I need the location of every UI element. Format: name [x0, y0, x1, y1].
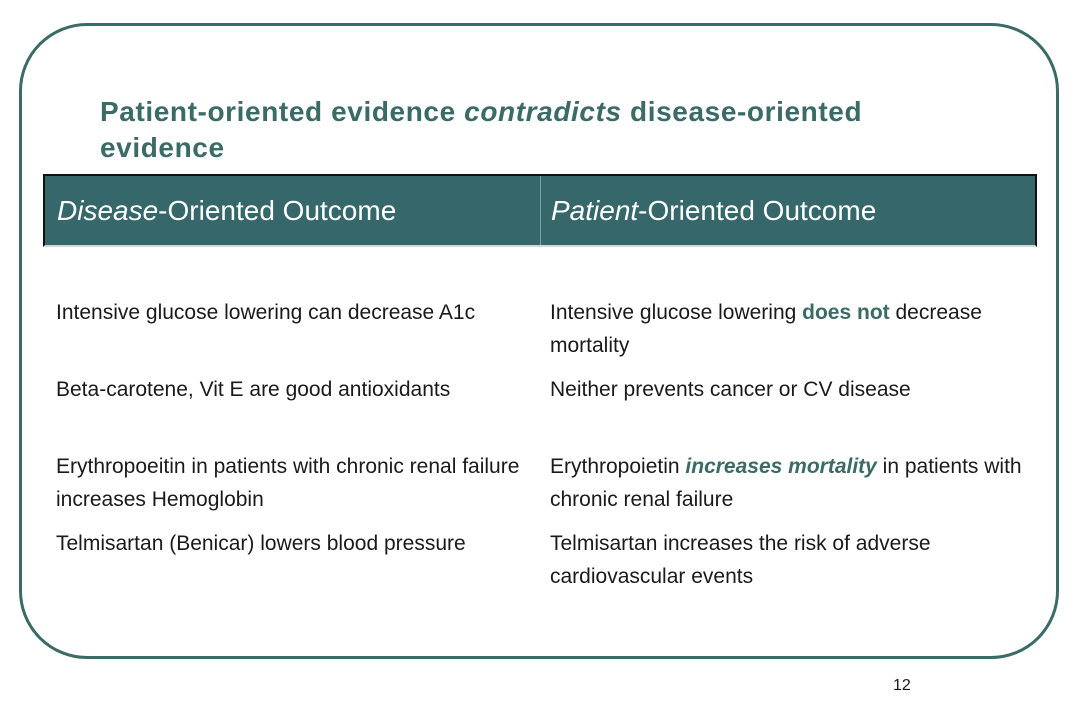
patient-outcome-cell: Intensive glucose lowering does not decr… [550, 296, 1036, 373]
header-right-emphasis: Patient [551, 194, 639, 226]
cell-text: in patients with chronic renal failure [550, 455, 1022, 511]
header-left-text: -Oriented Outcome [158, 194, 397, 226]
table-header: Disease -Oriented Outcome Patient -Oriente… [43, 174, 1037, 247]
disease-outcome-cell: Beta-carotene, Vit E are good antioxidan… [56, 378, 451, 401]
disease-outcome-cell: Telmisartan (Benicar) lowers blood press… [56, 532, 466, 555]
disease-outcome-cell: Intensive glucose lowering can decrease … [56, 301, 476, 324]
title-emphasis: contradicts [464, 96, 622, 127]
header-left-emphasis: Disease [57, 194, 159, 226]
title-part-2: disease-oriented evidence [100, 96, 863, 163]
table-row: Intensive glucose lowering can decrease … [56, 296, 1036, 373]
slide-title: Patient-oriented evidence contradicts di… [100, 94, 980, 166]
table-row: Erythropoeitin in patients with chronic … [56, 450, 1036, 527]
page-number: 12 [893, 677, 911, 694]
header-patient-oriented: Patient -Oriented Outcome [541, 176, 1035, 245]
patient-outcome-cell: Neither prevents cancer or CV disease [550, 378, 911, 401]
cell-text: Erythropoietin [550, 455, 686, 478]
cell-text: Intensive glucose lowering [550, 301, 803, 324]
header-right-text: -Oriented Outcome [638, 194, 877, 226]
patient-outcome-cell: Telmisartan increases the risk of advers… [550, 532, 931, 588]
title-part-1: Patient-oriented evidence [100, 96, 465, 127]
header-disease-oriented: Disease -Oriented Outcome [45, 176, 541, 245]
table-row: Beta-carotene, Vit E are good antioxidan… [56, 373, 1036, 450]
patient-outcome-cell: Erythropoietin increases mortality in pa… [550, 450, 1036, 527]
table-body: Intensive glucose lowering can decrease … [56, 296, 1036, 604]
table-row: Telmisartan (Benicar) lowers blood press… [56, 527, 1036, 604]
cell-text: decrease mortality [550, 301, 982, 357]
highlighted-text: does not [802, 301, 890, 324]
slide-frame [19, 23, 1059, 659]
highlighted-text: increases mortality [685, 455, 877, 478]
disease-outcome-cell: Erythropoeitin in patients with chronic … [56, 455, 520, 511]
